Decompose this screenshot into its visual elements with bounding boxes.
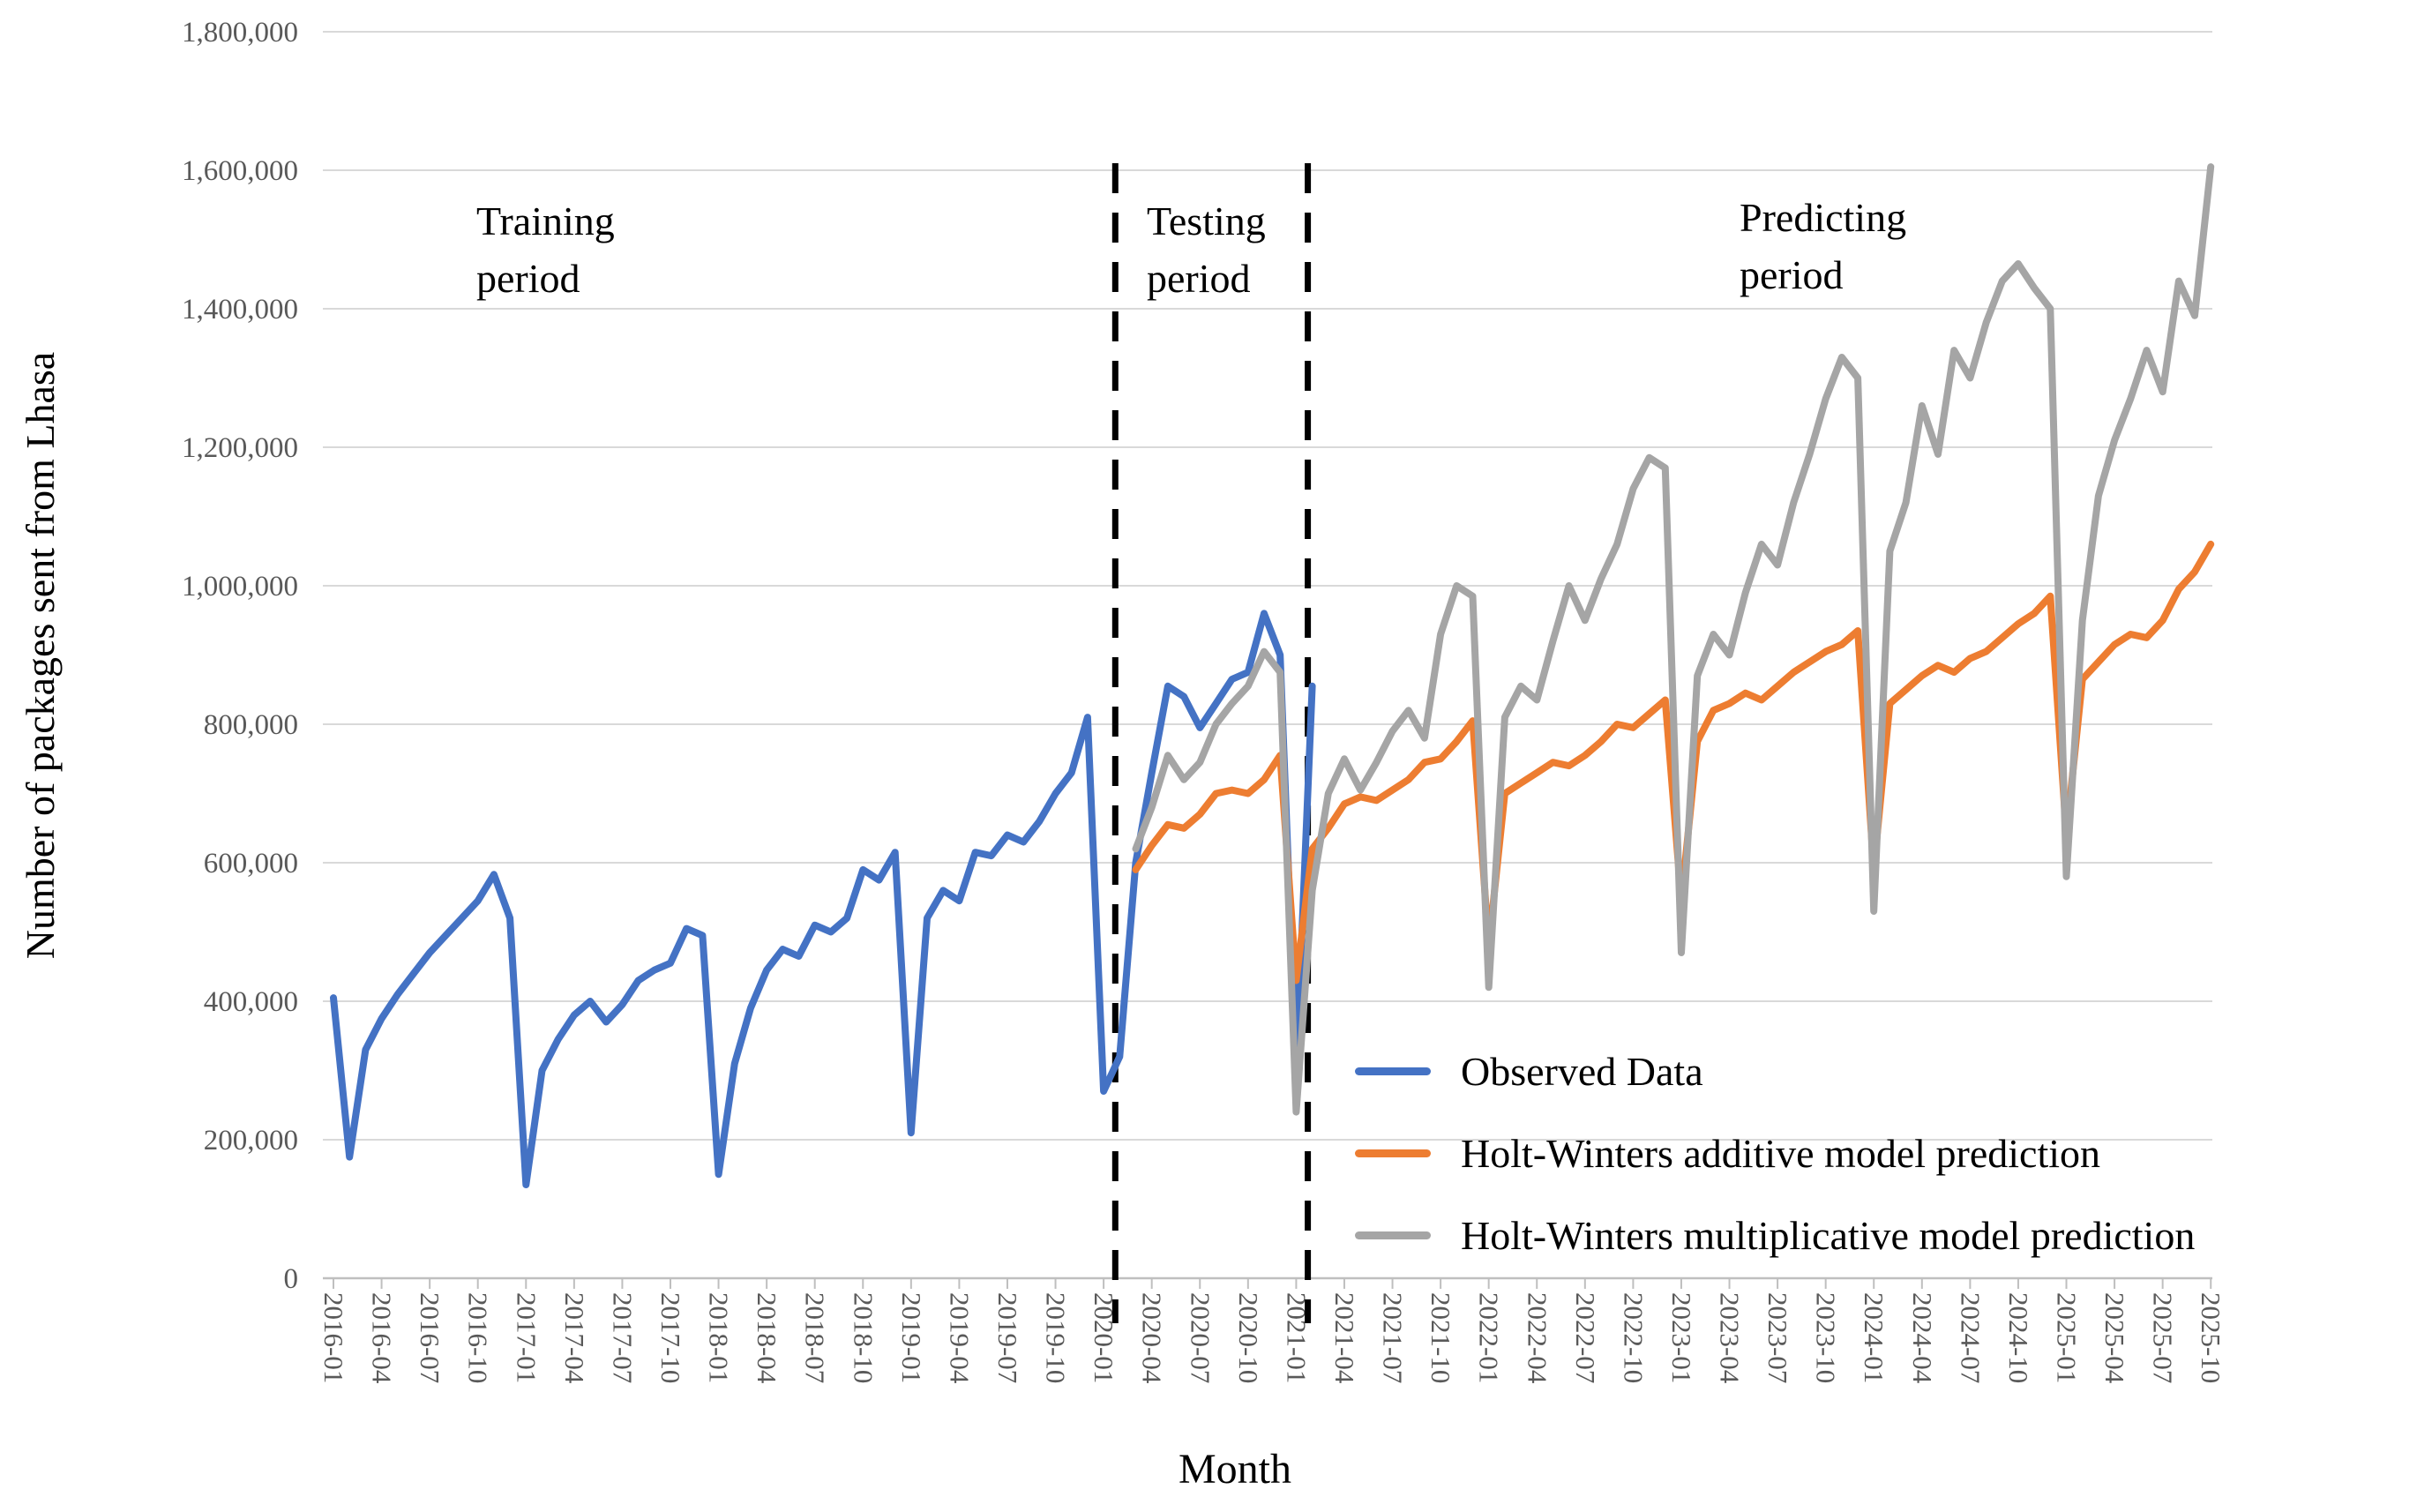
x-tick-label: 2021-04 [1329,1292,1360,1384]
x-tick-label: 2024-07 [1955,1292,1986,1383]
legend: Observed Data Holt-Winters additive mode… [1355,1030,2195,1276]
x-tick-label: 2020-04 [1137,1292,1168,1384]
x-axis-title: Month [1178,1446,1291,1493]
testing-period-label: Testing period [1147,192,1266,308]
x-tick-label: 2020-07 [1185,1292,1216,1383]
x-tick-label: 2022-07 [1570,1292,1601,1383]
x-tick-label: 2019-10 [1041,1292,1072,1383]
x-axis-ticks [333,1278,2212,1289]
gridlines [323,31,2212,1280]
multiplicative-line-marker-icon [1355,1231,1431,1239]
x-tick-label: 2025-01 [2052,1292,2083,1383]
predicting-period-line1: Predicting [1740,195,1907,240]
legend-label-observed: Observed Data [1461,1049,1703,1094]
predicting-period-label: Predicting period [1740,189,1906,304]
x-tick-label: 2018-10 [848,1292,879,1383]
x-tick-label: 2017-04 [559,1292,590,1384]
legend-item-multiplicative: Holt-Winters multiplicative model predic… [1355,1194,2195,1276]
x-tick-label: 2019-01 [896,1292,927,1383]
x-tick-label: 2024-10 [2003,1292,2034,1383]
y-tick-label: 200,000 [204,1125,298,1156]
x-tick-label: 2016-01 [318,1292,349,1383]
x-tick-label: 2018-01 [704,1292,735,1383]
y-tick-label: 1,400,000 [182,294,298,326]
predicting-period-line2: period [1740,252,1844,298]
x-tick-label: 2025-10 [2196,1292,2226,1383]
y-axis-tick-labels: 0 200,000 400,000 600,000 800,000 1,000,000 1,… [182,17,298,1295]
x-axis-tick-labels: 2016-01 2016-04 2016-07 2016-10 2017-01 2017-… [318,1292,2226,1384]
x-tick-label: 2024-04 [1907,1292,1938,1384]
x-tick-label: 2023-10 [1811,1292,1842,1383]
y-axis-title: Number of packages sent from Lhasa [18,351,63,960]
testing-period-line1: Testing [1147,198,1266,243]
x-tick-label: 2019-04 [944,1292,975,1384]
training-period-line1: Training [476,198,615,243]
y-tick-label: 400,000 [204,986,298,1018]
x-tick-label: 2022-10 [1618,1292,1649,1383]
y-tick-label: 1,800,000 [182,17,298,49]
x-tick-label: 2018-07 [800,1292,831,1383]
x-tick-label: 2023-01 [1666,1292,1697,1383]
x-tick-label: 2025-07 [2148,1292,2179,1383]
x-tick-label: 2017-01 [511,1292,542,1383]
line-multiplicative [1132,163,2215,1116]
additive-line-marker-icon [1355,1149,1431,1157]
x-tick-label: 2021-10 [1426,1292,1456,1383]
line-observed [330,610,1316,1188]
y-tick-label: 1,200,000 [182,432,298,464]
x-tick-label: 2025-04 [2099,1292,2130,1384]
x-tick-label: 2023-04 [1715,1292,1746,1384]
x-tick-label: 2016-04 [367,1292,398,1384]
x-tick-label: 2016-07 [415,1292,445,1383]
training-period-label: Training period [476,192,615,308]
y-tick-label: 1,600,000 [182,155,298,187]
legend-item-observed: Observed Data [1355,1030,2195,1112]
y-tick-label: 800,000 [204,709,298,741]
y-tick-label: 0 [284,1263,299,1295]
y-tick-label: 1,000,000 [182,571,298,603]
training-period-line2: period [476,256,580,302]
legend-label-additive: Holt-Winters additive model prediction [1461,1131,2101,1176]
observed-line-marker-icon [1355,1067,1431,1075]
x-tick-label: 2017-07 [607,1292,638,1383]
x-tick-label: 2022-01 [1474,1292,1505,1383]
x-tick-label: 2017-10 [655,1292,686,1383]
x-tick-label: 2019-07 [992,1292,1023,1383]
x-tick-label: 2016-10 [463,1292,494,1383]
x-tick-label: 2024-01 [1859,1292,1889,1383]
legend-item-additive: Holt-Winters additive model prediction [1355,1112,2195,1194]
x-tick-label: 2022-04 [1522,1292,1553,1384]
x-tick-label: 2020-10 [1233,1292,1264,1383]
testing-period-line2: period [1147,256,1251,302]
legend-label-multiplicative: Holt-Winters multiplicative model predic… [1461,1213,2196,1258]
x-tick-label: 2023-07 [1762,1292,1793,1383]
y-tick-label: 600,000 [204,848,298,880]
x-tick-label: 2021-07 [1378,1292,1409,1383]
x-tick-label: 2018-04 [752,1292,782,1384]
